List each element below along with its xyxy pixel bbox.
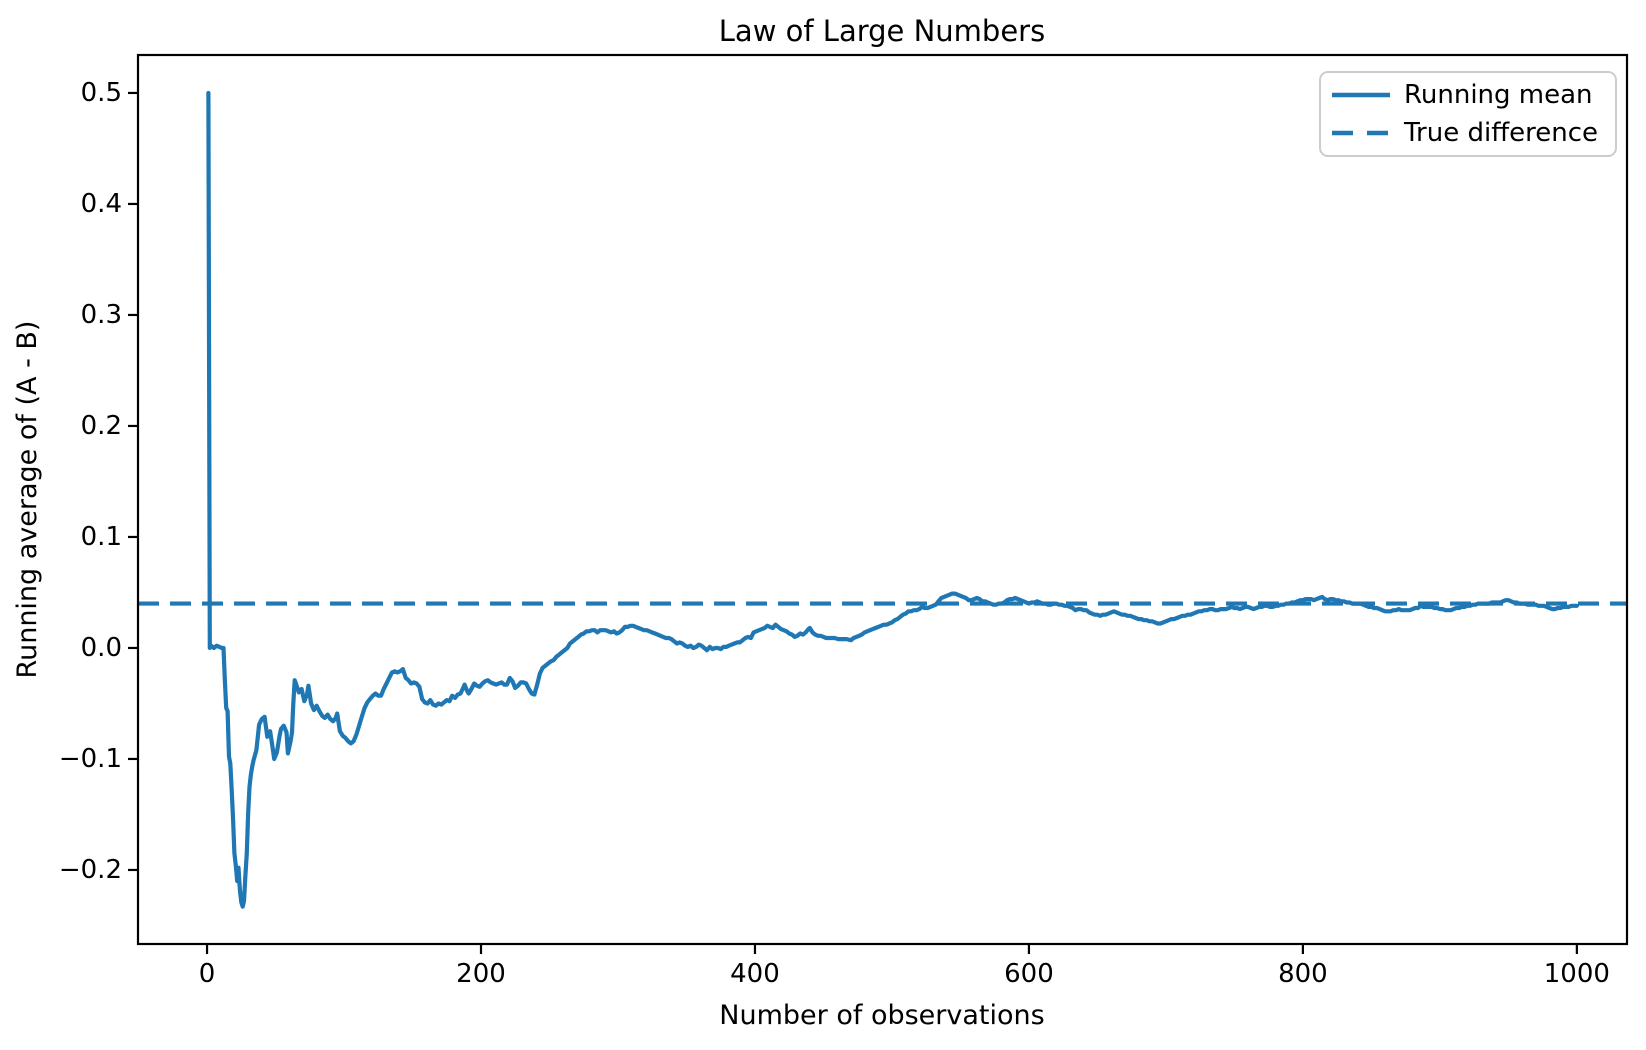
y-tick-label: 0.0 [81,633,122,663]
running-mean-line [206,90,1580,909]
legend-label-true-difference: True difference [1403,118,1598,148]
y-tick-label: −0.1 [59,744,122,774]
chart-title: Law of Large Numbers [719,14,1045,48]
y-tick-label: −0.2 [59,855,122,885]
legend-box [1319,71,1617,157]
x-tick-label: 0 [199,959,216,989]
x-tick-label: 600 [1004,959,1054,989]
x-axis-ticks: 0 200 400 600 800 1000 [199,944,1610,989]
y-tick-label: 0.5 [81,78,122,108]
y-tick-label: 0.3 [81,300,122,330]
x-tick-label: 1000 [1544,959,1610,989]
y-axis-ticks: −0.2 −0.1 0.0 0.1 0.2 0.3 0.4 0.5 [59,78,138,885]
y-axis-label: Running average of (A - B) [12,321,43,679]
x-tick-label: 400 [730,959,780,989]
y-tick-label: 0.4 [81,189,122,219]
y-tick-label: 0.1 [81,522,122,552]
legend: Running mean True difference [1319,71,1617,157]
plot-border [136,53,1629,946]
legend-label-running-mean: Running mean [1404,80,1593,110]
y-tick-label: 0.2 [81,411,122,441]
x-tick-label: 800 [1278,959,1328,989]
x-tick-label: 200 [456,959,506,989]
x-axis-label: Number of observations [719,1000,1044,1031]
